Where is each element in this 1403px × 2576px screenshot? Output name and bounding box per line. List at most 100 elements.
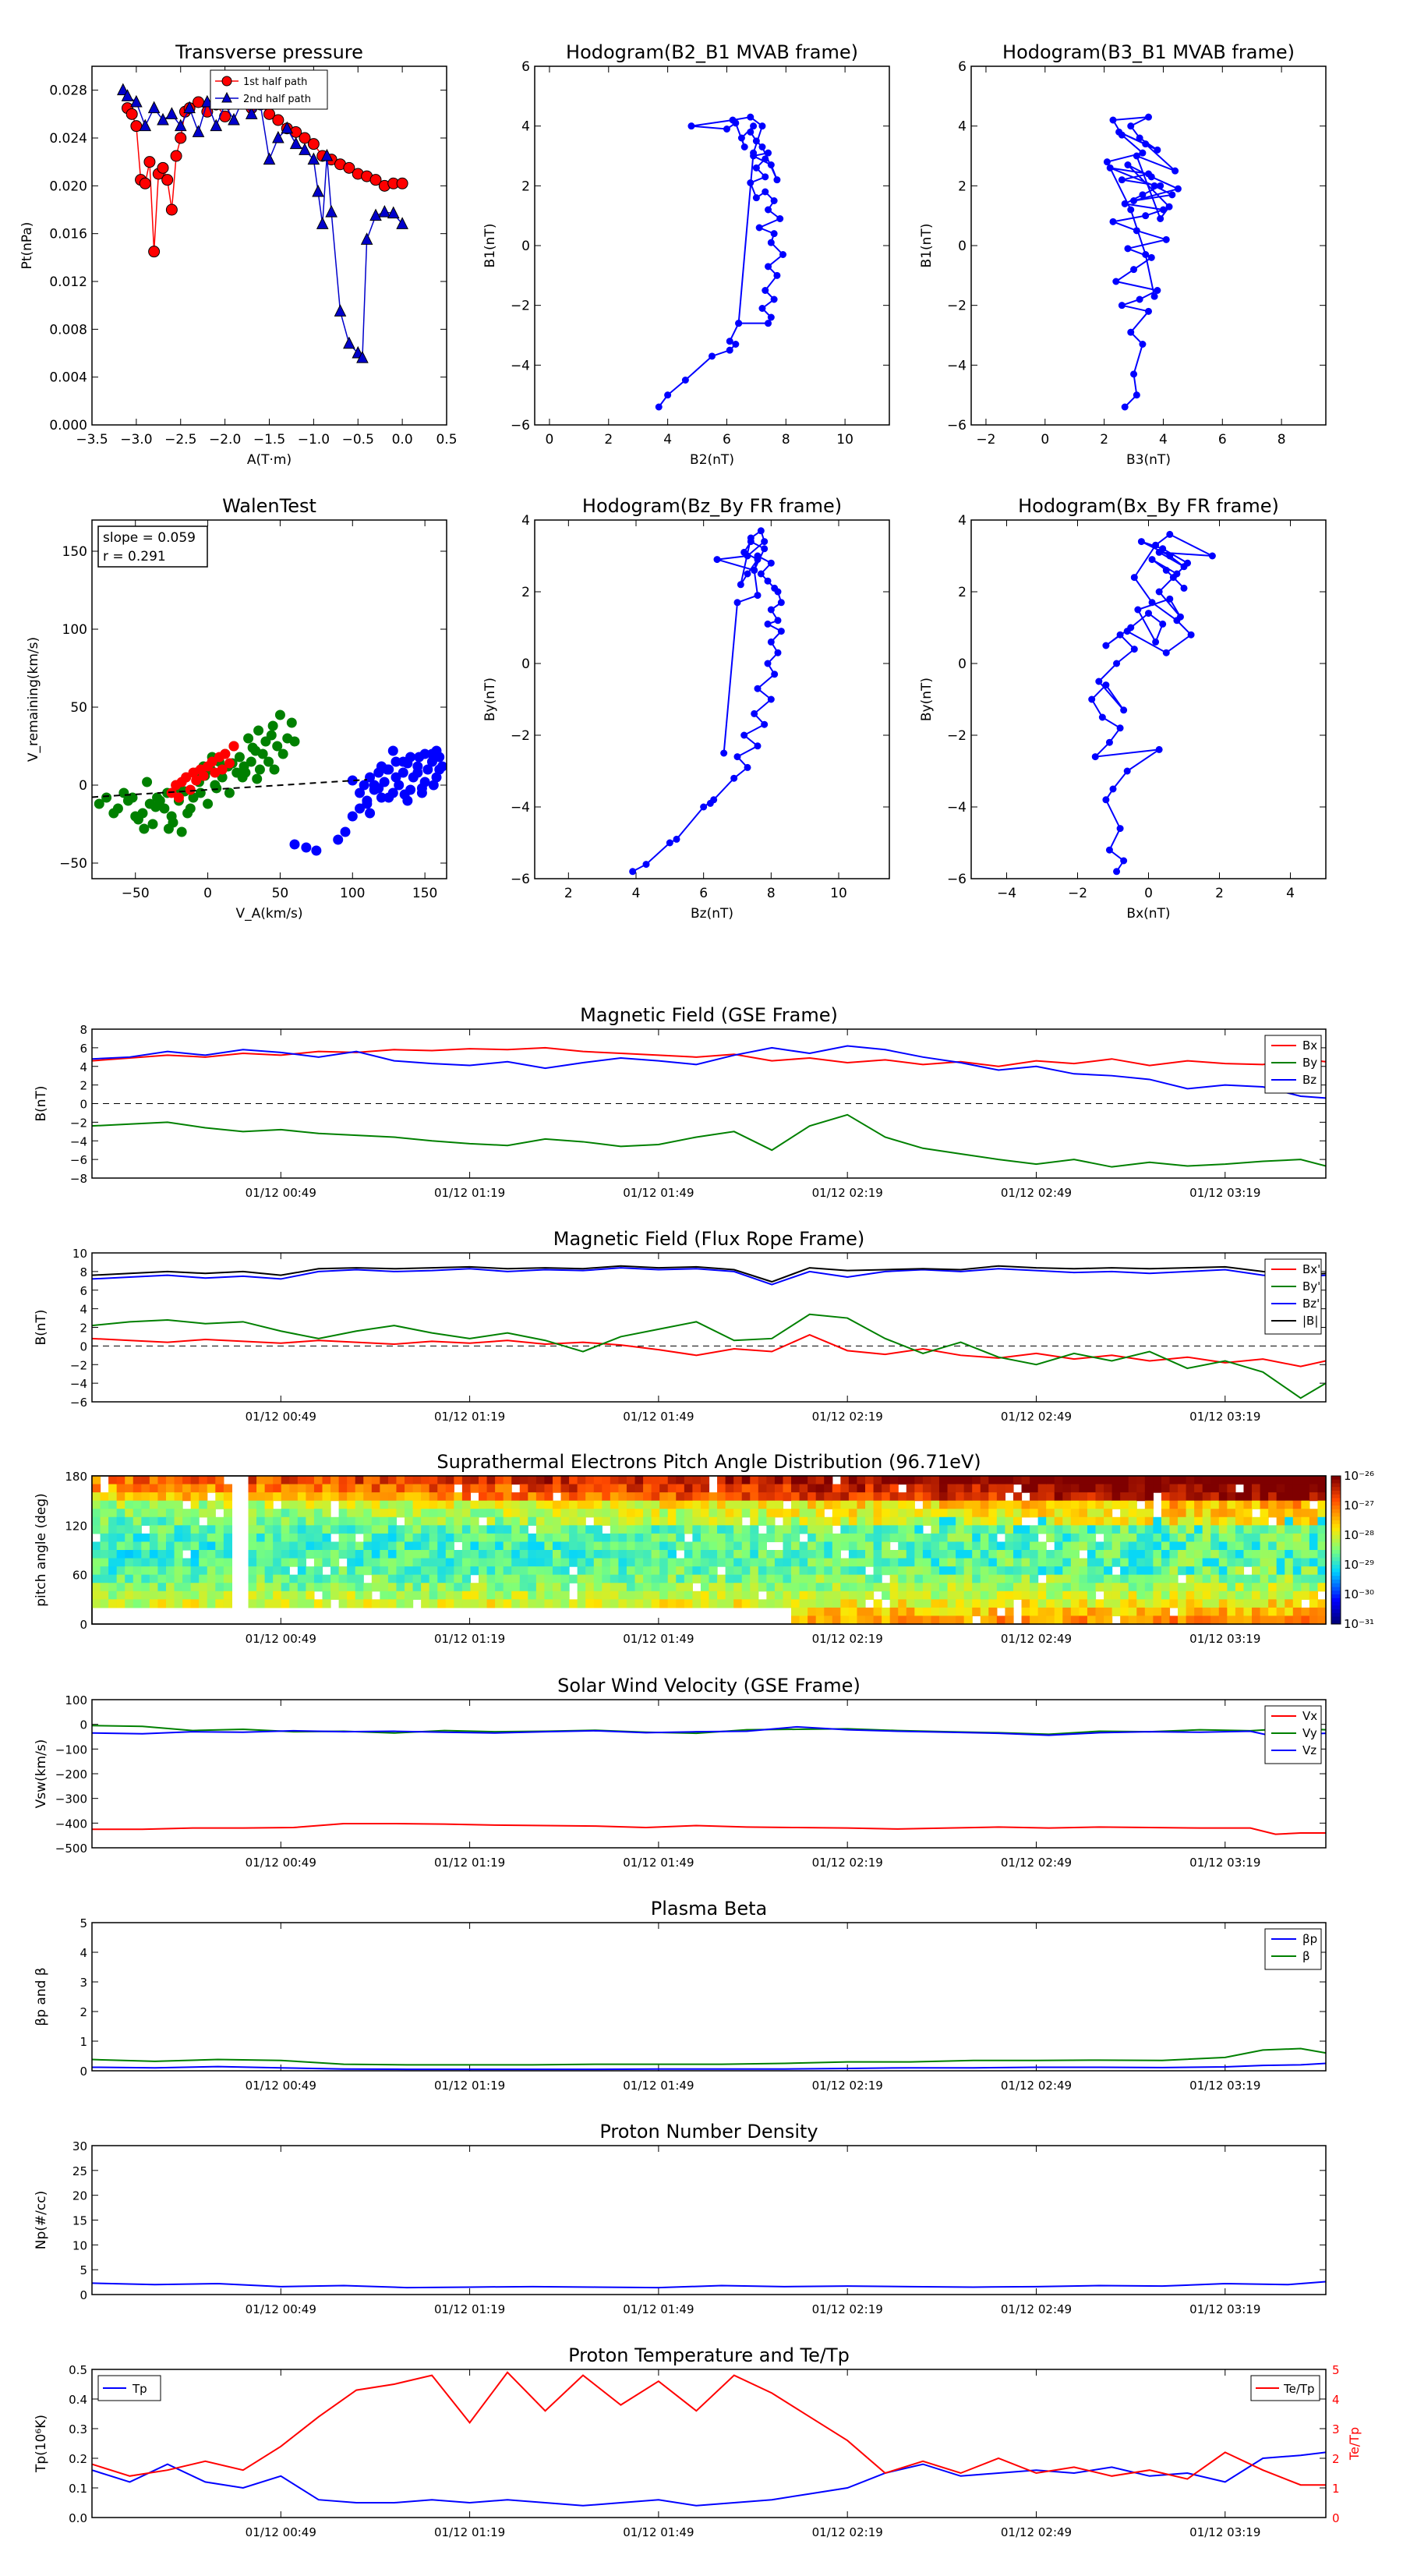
- heatmap-cell: [1054, 1607, 1063, 1617]
- data-point: [320, 148, 334, 161]
- heatmap-cell: [1292, 1509, 1302, 1518]
- heatmap-cell: [289, 1591, 299, 1600]
- heatmap-cell: [791, 1591, 800, 1600]
- heatmap-cell: [741, 1591, 751, 1600]
- heatmap-cell: [1235, 1583, 1245, 1592]
- heatmap-cell: [1111, 1525, 1121, 1534]
- data-point: [157, 161, 169, 174]
- heatmap-cell: [190, 1484, 200, 1493]
- data-point: [253, 725, 264, 736]
- heatmap-cell: [963, 1574, 973, 1583]
- scatter-series-2: [289, 745, 447, 856]
- heatmap-cell: [454, 1566, 463, 1576]
- heatmap-cell: [659, 1500, 669, 1509]
- heatmap-cell: [190, 1516, 200, 1526]
- heatmap-cell: [165, 1550, 175, 1559]
- heatmap-cell: [840, 1509, 850, 1518]
- heatmap-cell: [1210, 1550, 1220, 1559]
- heatmap-cell: [906, 1484, 915, 1493]
- heatmap-cell: [1218, 1615, 1228, 1625]
- series-line: [92, 2281, 1326, 2289]
- series-line: [632, 529, 783, 872]
- heatmap-cell: [1243, 1500, 1253, 1509]
- heatmap-cell: [223, 1550, 233, 1559]
- heatmap-cell: [1194, 1484, 1203, 1493]
- y-tick-label: −4: [947, 358, 967, 373]
- heatmap-cell: [938, 1583, 949, 1592]
- data-point: [751, 566, 758, 574]
- heatmap-cell: [700, 1558, 710, 1567]
- heatmap-cell: [857, 1476, 866, 1485]
- heatmap-cell: [248, 1591, 257, 1600]
- heatmap-cell: [889, 1516, 899, 1526]
- heatmap-cell: [1169, 1574, 1179, 1583]
- heatmap-cell: [799, 1591, 808, 1600]
- heatmap-cell: [808, 1533, 817, 1543]
- heatmap-cell: [667, 1509, 677, 1518]
- heatmap-cell: [938, 1558, 949, 1567]
- heatmap-cell: [1005, 1583, 1014, 1592]
- data-point: [1159, 620, 1167, 628]
- heatmap-cell: [503, 1550, 512, 1559]
- heatmap-cell: [223, 1574, 233, 1583]
- heatmap-cell: [824, 1525, 833, 1534]
- heatmap-cell: [1202, 1558, 1211, 1567]
- heatmap-cell: [1128, 1500, 1137, 1509]
- heatmap-cell: [1285, 1599, 1294, 1608]
- heatmap-cell: [157, 1525, 167, 1534]
- data-point: [757, 570, 765, 578]
- heatmap-cell: [766, 1516, 776, 1526]
- data-point: [130, 94, 143, 108]
- heatmap-cell: [626, 1492, 636, 1502]
- heatmap-cell: [125, 1541, 134, 1551]
- heatmap-cell: [396, 1591, 405, 1600]
- heatmap-cell: [355, 1509, 364, 1518]
- data-point: [263, 152, 276, 165]
- heatmap-cell: [1194, 1583, 1203, 1592]
- heatmap-cell: [667, 1533, 677, 1543]
- heatmap-cell: [931, 1541, 940, 1551]
- heatmap-cell: [922, 1509, 932, 1518]
- data-point: [1162, 649, 1170, 656]
- heatmap-cell: [1120, 1476, 1129, 1485]
- heatmap-cell: [1037, 1484, 1047, 1493]
- heatmap-cell: [519, 1583, 528, 1592]
- heatmap-cell: [1095, 1566, 1104, 1576]
- heatmap-cell: [108, 1591, 118, 1600]
- heatmap-cell: [1276, 1509, 1285, 1518]
- heatmap-cell: [1276, 1550, 1285, 1559]
- heatmap-cell: [898, 1492, 907, 1502]
- heatmap-cell: [100, 1492, 109, 1502]
- heatmap-cell: [963, 1533, 973, 1543]
- heatmap-cell: [1194, 1541, 1203, 1551]
- data-point: [334, 304, 347, 317]
- heatmap-cell: [479, 1533, 488, 1543]
- data-point: [747, 179, 755, 186]
- heatmap-cell: [889, 1484, 899, 1493]
- heatmap-cell: [1285, 1484, 1294, 1493]
- heatmap-cell: [1186, 1516, 1195, 1526]
- heatmap-cell: [1210, 1541, 1220, 1551]
- heatmap-cell: [405, 1484, 414, 1493]
- heatmap-cell: [387, 1509, 398, 1518]
- heatmap-cell: [725, 1476, 734, 1485]
- heatmap-cell: [1046, 1492, 1055, 1502]
- heatmap-cell: [741, 1509, 751, 1518]
- heatmap-cell: [988, 1509, 998, 1518]
- heatmap-cell: [100, 1541, 109, 1551]
- heatmap-cell: [125, 1599, 134, 1608]
- heatmap-cell: [264, 1509, 274, 1518]
- heatmap-cell: [495, 1541, 504, 1551]
- heatmap-cell: [857, 1500, 866, 1509]
- data-point: [733, 753, 741, 761]
- data-point: [1172, 167, 1179, 175]
- data-point: [747, 534, 755, 542]
- heatmap-cell: [1005, 1516, 1014, 1526]
- heatmap-cell: [1030, 1566, 1039, 1576]
- heatmap-cell: [643, 1591, 652, 1600]
- heatmap-cell: [273, 1574, 282, 1583]
- heatmap-cell: [1030, 1607, 1039, 1617]
- heatmap-cell: [996, 1591, 1006, 1600]
- heatmap-cell: [273, 1591, 282, 1600]
- heatmap-cell: [741, 1484, 751, 1493]
